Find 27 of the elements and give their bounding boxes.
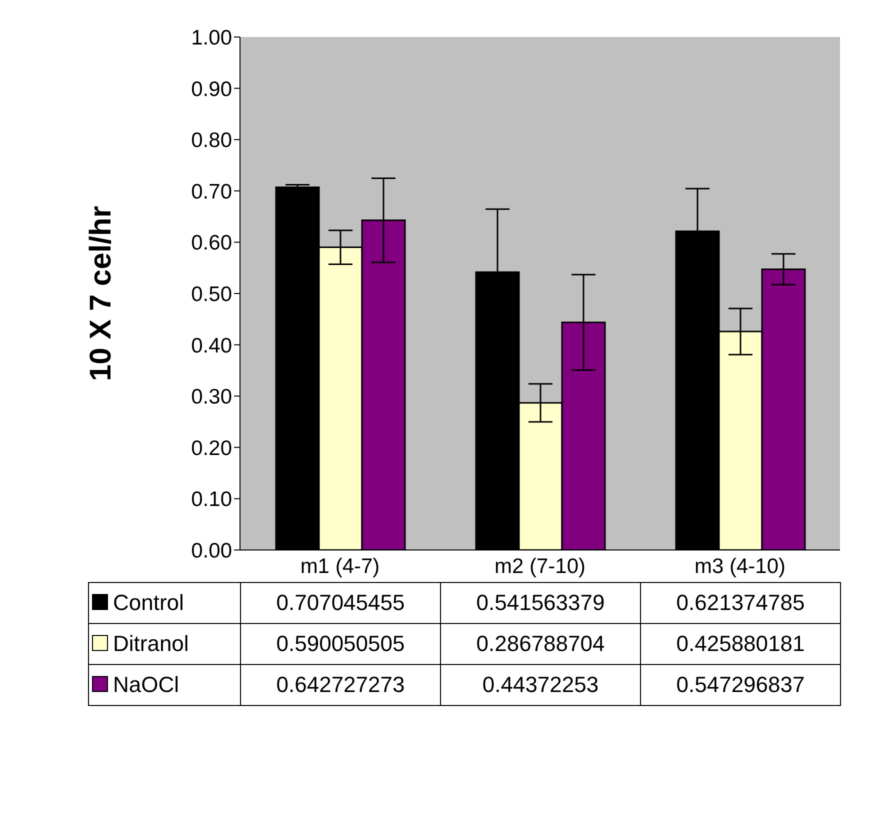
y-tick-label: 0.50 bbox=[191, 282, 232, 306]
data-label: 0.286788704 bbox=[440, 624, 640, 664]
y-tick-label: 0.00 bbox=[191, 539, 232, 562]
y-tick-label: 0.40 bbox=[191, 334, 232, 358]
x-tick-label: m1 (4-7) bbox=[300, 554, 380, 578]
data-label: 0.547296837 bbox=[640, 664, 840, 706]
data-label: 0.425880181 bbox=[640, 624, 840, 664]
y-axis-title: 10 X 7 cel/hr bbox=[84, 206, 118, 382]
legend-label: Control bbox=[88, 582, 240, 624]
data-label: 0.541563379 bbox=[440, 582, 640, 624]
x-tick-label: m2 (7-10) bbox=[494, 554, 586, 578]
data-label: 0.621374785 bbox=[640, 582, 840, 624]
y-tick-label: 1.00 bbox=[191, 26, 232, 50]
data-label: 0.44372253 bbox=[440, 664, 640, 706]
y-tick-label: 0.90 bbox=[191, 78, 232, 101]
x-tick-label: m3 (4-10) bbox=[694, 554, 786, 578]
y-tick-label: 0.60 bbox=[191, 232, 232, 255]
y-tick-label: 0.80 bbox=[191, 129, 232, 152]
y-tick-label: 0.30 bbox=[191, 386, 232, 409]
y-tick-label: 0.20 bbox=[191, 436, 232, 460]
data-label: 0.707045455 bbox=[240, 582, 440, 624]
data-label: 0.590050505 bbox=[240, 624, 440, 664]
data-label: 0.642727273 bbox=[240, 664, 440, 706]
legend-label: Ditranol bbox=[88, 624, 240, 664]
y-tick-label: 0.70 bbox=[191, 180, 232, 204]
y-tick-label: 0.10 bbox=[191, 488, 232, 512]
legend-label: NaOCl bbox=[88, 664, 240, 706]
